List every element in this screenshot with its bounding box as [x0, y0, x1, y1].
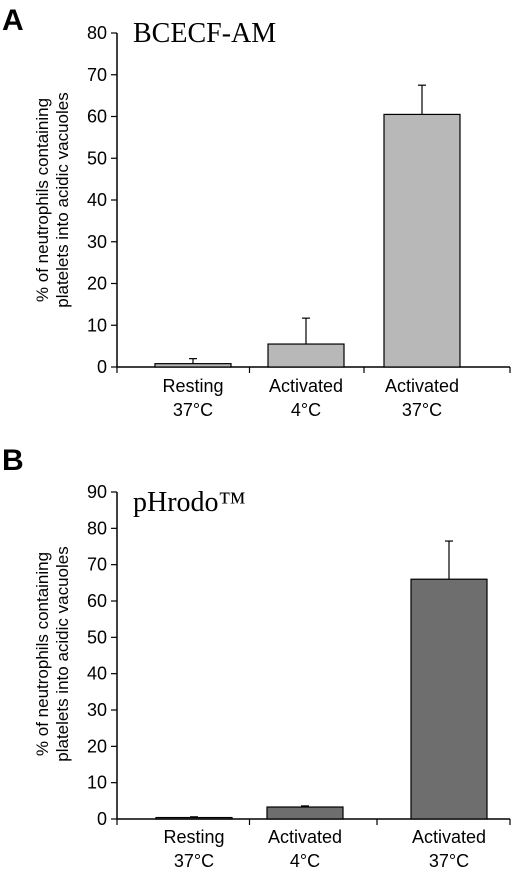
category-label: 37°C: [173, 400, 213, 420]
y-axis-label-line2: platelets into acidic vacuoles: [53, 546, 72, 761]
plot-area: 0 10 20 30 40 50 60 70 80 Resting 37°C Activated 4°C…: [87, 23, 511, 420]
bar: [155, 816, 233, 820]
y-tick-label: 30: [87, 232, 107, 252]
y-axis-label-line1: % of neutrophils containing: [33, 98, 52, 302]
bar-chart-a: A BCECF-AM % of neutrophils containing p…: [2, 4, 511, 420]
panel-a: A BCECF-AM % of neutrophils containing p…: [2, 4, 511, 420]
bar: [154, 363, 232, 368]
category-label: Activated: [412, 827, 486, 847]
category-label: 4°C: [291, 400, 321, 420]
y-tick-label: 60: [87, 107, 107, 127]
y-tick-label: 10: [87, 315, 107, 335]
panel-label: A: [2, 4, 24, 37]
y-tick-label: 70: [87, 555, 107, 575]
y-tick-label: 80: [87, 518, 107, 538]
bar: [383, 113, 461, 368]
y-tick-label: 80: [87, 23, 107, 43]
bar: [410, 578, 488, 820]
plot-area: 0 10 20 30 40 50 60 70 80 90 Resting 37°C Activated 4…: [87, 482, 511, 871]
y-tick-label: 90: [87, 482, 107, 502]
category-label: Activated: [269, 376, 343, 396]
y-tick-label: 70: [87, 65, 107, 85]
y-tick-label: 10: [87, 773, 107, 793]
y-axis-label-line1: % of neutrophils containing: [33, 552, 52, 756]
bar-chart-b: B pHrodo™ % of neutrophils containing pl…: [2, 444, 511, 871]
chart-title: pHrodo™: [133, 487, 246, 518]
panel-label: B: [2, 444, 24, 477]
chart-title: BCECF-AM: [133, 18, 276, 49]
category-label: 37°C: [174, 851, 214, 871]
y-tick-label: 0: [97, 357, 107, 377]
y-tick-label: 20: [87, 736, 107, 756]
category-label: Activated: [385, 376, 459, 396]
y-tick-label: 40: [87, 664, 107, 684]
y-tick-label: 40: [87, 190, 107, 210]
category-label: Resting: [163, 827, 224, 847]
bar: [266, 806, 344, 820]
category-label: Activated: [268, 827, 342, 847]
category-label: 4°C: [290, 851, 320, 871]
y-tick-label: 60: [87, 591, 107, 611]
y-axis-label-line2: platelets into acidic vacuoles: [53, 92, 72, 307]
category-label: 37°C: [429, 851, 469, 871]
y-tick-label: 30: [87, 700, 107, 720]
bar: [267, 343, 345, 368]
category-label: 37°C: [402, 400, 442, 420]
category-label: Resting: [162, 376, 223, 396]
y-tick-label: 0: [97, 809, 107, 829]
y-tick-label: 20: [87, 274, 107, 294]
panel-b: B pHrodo™ % of neutrophils containing pl…: [0, 439, 520, 878]
y-tick-label: 50: [87, 148, 107, 168]
y-tick-label: 50: [87, 627, 107, 647]
